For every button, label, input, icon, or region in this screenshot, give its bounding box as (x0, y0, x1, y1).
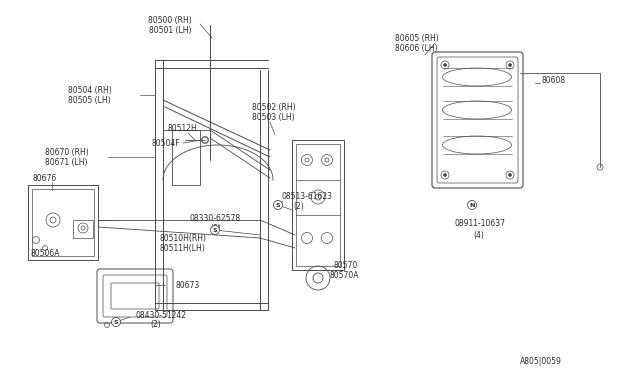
Text: 80506A: 80506A (30, 248, 60, 257)
Circle shape (467, 201, 477, 209)
Circle shape (444, 173, 447, 176)
Text: 80501 (LH): 80501 (LH) (148, 26, 191, 35)
Text: 80671 (LH): 80671 (LH) (45, 157, 88, 167)
Text: 08330-62578: 08330-62578 (190, 214, 241, 222)
Text: (8): (8) (210, 224, 221, 232)
Text: (2): (2) (150, 321, 161, 330)
Text: 80670 (RH): 80670 (RH) (45, 148, 89, 157)
Text: 80673: 80673 (175, 280, 199, 289)
Text: S: S (276, 202, 280, 208)
Circle shape (509, 64, 511, 67)
Bar (32, 189, 94, 256)
Bar (296, 144, 340, 266)
Text: S: S (114, 320, 118, 324)
Circle shape (273, 201, 282, 209)
Text: (4): (4) (473, 231, 484, 240)
Bar (73, 220, 93, 238)
Text: 80502 (RH): 80502 (RH) (252, 103, 296, 112)
Text: 80510H(RH): 80510H(RH) (160, 234, 207, 243)
Bar (28, 185, 98, 260)
Bar (292, 140, 344, 270)
Text: 80512H: 80512H (168, 124, 198, 132)
Text: 80570: 80570 (334, 260, 358, 269)
Text: 80500 (RH): 80500 (RH) (148, 16, 192, 25)
Bar (172, 130, 200, 185)
Text: S: S (212, 228, 218, 232)
Text: 80606 (LH): 80606 (LH) (395, 44, 438, 52)
Text: 80676: 80676 (32, 173, 56, 183)
Circle shape (509, 173, 511, 176)
FancyBboxPatch shape (97, 269, 173, 323)
Text: 80605 (RH): 80605 (RH) (395, 33, 439, 42)
Text: N: N (469, 202, 475, 208)
Text: 08513-61623: 08513-61623 (282, 192, 333, 201)
Text: 80503 (LH): 80503 (LH) (252, 112, 294, 122)
FancyBboxPatch shape (432, 52, 523, 188)
Circle shape (211, 225, 220, 234)
Text: 08430-51242: 08430-51242 (135, 311, 186, 320)
Text: A805|0059: A805|0059 (520, 357, 562, 366)
FancyBboxPatch shape (111, 283, 159, 309)
Circle shape (444, 64, 447, 67)
Circle shape (111, 317, 120, 327)
Text: (2): (2) (293, 202, 304, 211)
Text: 80504 (RH): 80504 (RH) (68, 86, 112, 94)
Text: 80570A: 80570A (330, 270, 360, 279)
Text: 80511H(LH): 80511H(LH) (160, 244, 205, 253)
Text: 80608: 80608 (542, 76, 566, 84)
Text: 08911-10637: 08911-10637 (455, 218, 506, 228)
Text: 80504F: 80504F (152, 138, 180, 148)
Text: 80505 (LH): 80505 (LH) (68, 96, 111, 105)
